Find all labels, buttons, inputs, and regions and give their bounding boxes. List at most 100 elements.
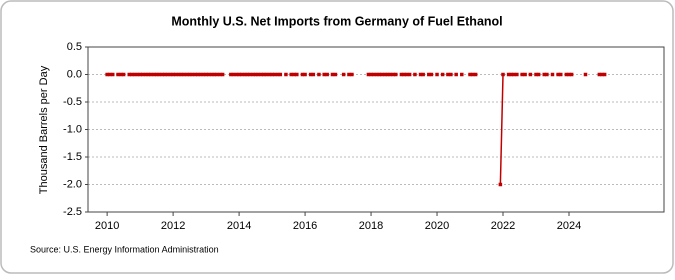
data-point	[391, 72, 395, 77]
data-point	[377, 72, 382, 77]
x-tick-label: 2014	[227, 220, 251, 232]
data-point	[473, 72, 478, 77]
data-point	[138, 72, 142, 77]
data-point	[350, 72, 354, 77]
data-point	[536, 72, 541, 77]
data-point	[454, 72, 458, 77]
data-point	[449, 72, 453, 77]
x-tick-label: 2022	[491, 220, 515, 232]
data-point	[528, 72, 533, 77]
plot-area	[87, 46, 665, 213]
data-point	[278, 72, 283, 77]
data-point	[206, 72, 211, 77]
data-point	[239, 72, 244, 77]
data-point	[275, 72, 280, 77]
data-point	[121, 72, 126, 77]
data-point	[550, 72, 555, 77]
data-point	[165, 72, 170, 77]
data-point	[602, 72, 607, 77]
data-point	[556, 72, 560, 77]
data-point	[413, 72, 417, 77]
data-point	[182, 72, 186, 77]
source-note: Source: U.S. Energy Information Administ…	[30, 244, 219, 254]
data-point	[418, 72, 423, 77]
data-point	[564, 72, 569, 77]
data-point	[583, 72, 588, 77]
data-point	[460, 72, 464, 77]
data-point	[116, 72, 120, 77]
data-point	[402, 72, 406, 77]
data-point	[146, 72, 151, 77]
y-tick-label: 0.0	[67, 68, 82, 80]
data-point	[105, 72, 109, 77]
data-point	[388, 72, 392, 77]
data-point	[190, 72, 194, 77]
x-tick-label: 2012	[161, 220, 185, 232]
data-point	[407, 72, 412, 77]
data-point	[127, 72, 131, 77]
data-point	[366, 72, 371, 77]
data-point	[168, 72, 173, 77]
data-point	[176, 72, 181, 77]
data-point	[421, 72, 425, 77]
x-tick-label: 2018	[359, 220, 383, 232]
data-point	[262, 72, 266, 77]
data-point	[270, 72, 274, 77]
data-point	[179, 72, 184, 77]
data-point	[515, 72, 519, 77]
data-point	[215, 72, 219, 77]
data-point	[558, 72, 563, 77]
data-point	[185, 72, 189, 77]
data-point	[267, 72, 272, 77]
data-point	[545, 72, 549, 77]
data-point	[333, 72, 338, 77]
data-point	[143, 72, 148, 77]
data-point	[542, 72, 546, 77]
data-point	[218, 72, 222, 77]
data-point	[152, 72, 156, 77]
y-tick-label: -2.5	[63, 206, 82, 218]
data-point	[245, 72, 250, 77]
data-point	[369, 72, 373, 77]
data-point	[220, 72, 225, 77]
data-point	[501, 72, 505, 77]
data-point	[251, 72, 255, 77]
data-point	[567, 72, 571, 77]
data-point	[289, 72, 293, 77]
y-tick-label: -0.5	[63, 96, 82, 108]
data-point	[209, 72, 214, 77]
data-point	[187, 72, 192, 77]
data-point	[325, 72, 329, 77]
data-point	[264, 72, 269, 77]
data-point	[130, 72, 134, 77]
data-point	[509, 72, 514, 77]
data-point	[132, 72, 137, 77]
data-point	[523, 72, 527, 77]
data-point	[256, 72, 260, 77]
data-point	[520, 72, 524, 77]
data-point	[157, 72, 162, 77]
data-point	[371, 72, 376, 77]
data-point	[171, 72, 175, 77]
data-point	[374, 72, 379, 77]
data-point	[303, 72, 307, 77]
data-point	[212, 72, 217, 77]
data-point	[160, 72, 164, 77]
data-point	[394, 72, 398, 77]
data-point	[193, 72, 197, 77]
data-point	[292, 72, 296, 77]
data-point	[135, 72, 140, 77]
data-point	[196, 72, 200, 77]
data-point	[201, 72, 206, 77]
data-point	[204, 72, 208, 77]
y-axis-label: Thousand Barrels per Day	[38, 65, 50, 194]
data-point	[110, 72, 115, 77]
data-point	[259, 72, 263, 77]
data-point	[330, 72, 335, 77]
data-point	[468, 72, 472, 77]
data-point	[385, 72, 390, 77]
data-point	[597, 72, 602, 77]
data-point	[506, 72, 511, 77]
data-point	[512, 72, 516, 77]
data-point	[119, 72, 123, 77]
